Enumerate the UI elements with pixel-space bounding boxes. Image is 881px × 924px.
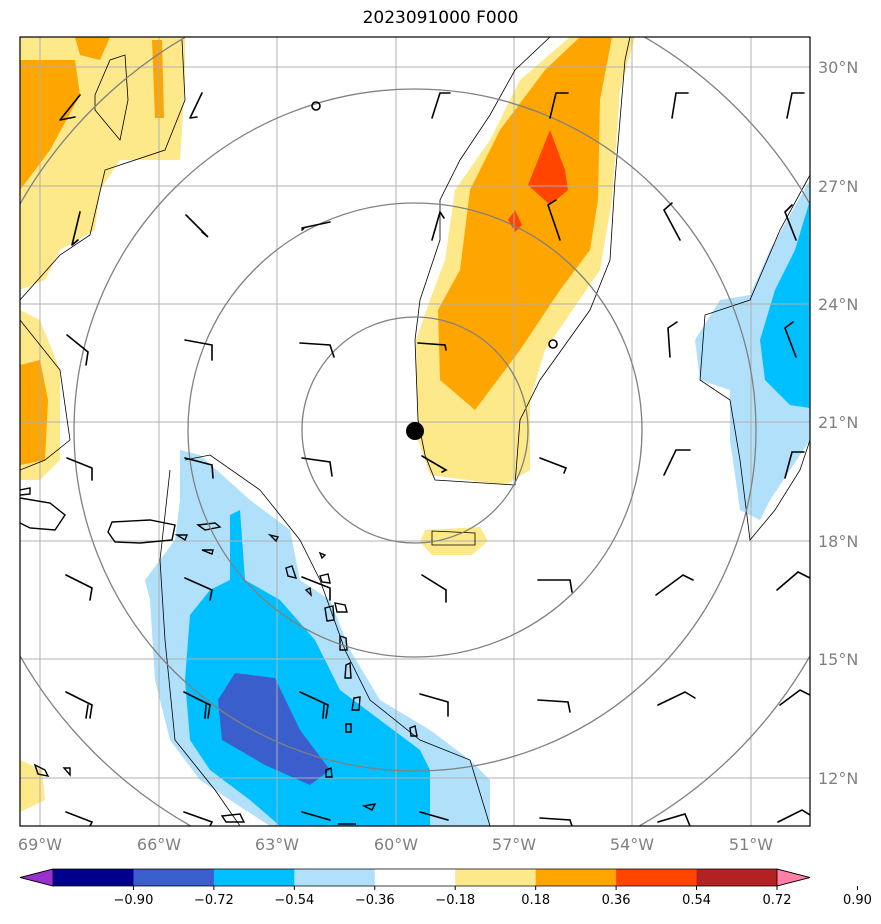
wind-barbs	[59, 92, 810, 826]
colorbar-tick-label: 0.18	[521, 893, 550, 908]
colorbar-outline	[19, 868, 811, 887]
field-positive-w-core	[20, 360, 48, 465]
graticule	[20, 37, 810, 826]
colorbar-tick-label: 0.36	[602, 893, 631, 908]
colorbar-tick-label: −0.18	[435, 893, 475, 908]
map-area	[20, 37, 810, 826]
field-positive-nw-core3	[152, 40, 164, 118]
colorbar-tick-label: 0.90	[843, 893, 872, 908]
field-negative-s-max	[218, 673, 330, 785]
longitude-labels: 69°W 66°W 63°W 60°W 57°W 54°W 51°W	[18, 835, 773, 854]
field-positive-nw-core	[20, 60, 80, 190]
colorbar-extend-low	[19, 868, 54, 887]
colorbar-segment	[213, 869, 295, 886]
latitude-labels: 30°N 27°N 24°N 21°N 18°N 15°N 12°N	[818, 58, 858, 788]
lon-label: 63°W	[255, 835, 299, 854]
lat-label: 12°N	[818, 769, 858, 788]
lon-label: 57°W	[492, 835, 536, 854]
map-frame	[19, 36, 811, 827]
colorbar-segment	[455, 869, 537, 886]
lon-label: 69°W	[18, 835, 62, 854]
map-title: 2023091000 F000	[362, 8, 519, 28]
colorbar-segment	[374, 869, 456, 886]
colorbar-segment	[696, 869, 778, 886]
colorbar-extend-high	[776, 868, 811, 887]
field-positive-ne-core	[438, 37, 612, 410]
colorbar: −0.90 −0.72 −0.54 −0.36 −0.18 0.18 0.36 0.54 0.7…	[19, 868, 872, 908]
lat-label: 27°N	[818, 177, 858, 196]
colorbar-segment	[616, 869, 698, 886]
colorbar-segment	[133, 869, 215, 886]
colorbar-tick-label: −0.90	[114, 893, 154, 908]
colorbar-tick-label: −0.72	[194, 893, 234, 908]
lat-label: 21°N	[818, 413, 858, 432]
field-negative-e	[695, 180, 810, 520]
colorbar-segment	[535, 869, 617, 886]
storm-center-marker	[406, 422, 424, 440]
colorbar-tick-label: 0.72	[763, 893, 792, 908]
field-positive-nw-core2	[75, 37, 110, 60]
lat-label: 15°N	[818, 650, 858, 669]
coastlines	[20, 487, 418, 825]
field-positive-sw	[20, 760, 45, 812]
lon-label: 60°W	[374, 835, 418, 854]
lat-label: 24°N	[818, 295, 858, 314]
lat-label: 30°N	[818, 58, 858, 77]
colorbar-tick-label: 0.54	[682, 893, 711, 908]
colorbar-segment	[53, 869, 134, 886]
field-positive-ne-max2	[508, 210, 522, 232]
contour-lines	[20, 37, 810, 826]
lon-label: 66°W	[137, 835, 181, 854]
lat-label: 18°N	[818, 532, 858, 551]
lon-label: 54°W	[610, 835, 654, 854]
range-rings	[20, 37, 810, 826]
colorbar-segment	[294, 869, 376, 886]
colorbar-tick-label: −0.36	[355, 893, 395, 908]
colorbar-tick-label: −0.54	[274, 893, 314, 908]
lon-label: 51°W	[729, 835, 773, 854]
